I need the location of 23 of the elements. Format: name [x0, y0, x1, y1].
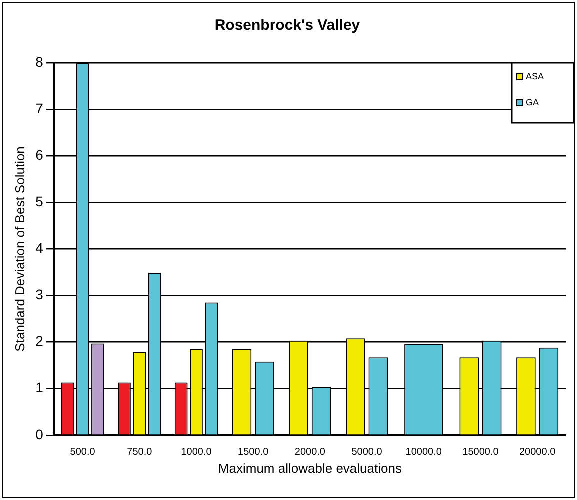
y-tick-label: 4	[36, 240, 44, 256]
chart-title: Rosenbrock's Valley	[214, 17, 361, 34]
x-tick-label: 2000.0	[294, 447, 326, 458]
x-axis-title: Maximum allowable evaluations	[218, 460, 402, 476]
x-tick-label: 20000.0	[520, 447, 556, 458]
x-tick-label: 750.0	[127, 447, 153, 458]
legend-label: GA	[526, 97, 540, 108]
x-tick-label: 10000.0	[406, 447, 442, 458]
y-tick-label: 2	[36, 333, 44, 350]
x-tick-label: 500.0	[70, 447, 96, 458]
y-tick-label: 3	[36, 286, 44, 303]
y-tick-label: 6	[36, 146, 44, 163]
x-tick-label: 1000.0	[181, 447, 212, 458]
x-tick-label: 5000.0	[352, 447, 383, 458]
y-tick-label: 7	[36, 100, 44, 116]
legend-label: ASA	[526, 71, 544, 82]
y-tick-label: 8	[36, 54, 44, 70]
y-axis-title: Standard Deviation of Best Solution	[12, 146, 28, 352]
x-tick-label: 1500.0	[238, 447, 270, 458]
y-tick-label: 5	[36, 194, 44, 210]
y-tick-label: 0	[36, 426, 44, 442]
y-tick-label: 1	[36, 380, 44, 396]
x-tick-label: 15000.0	[462, 447, 500, 458]
